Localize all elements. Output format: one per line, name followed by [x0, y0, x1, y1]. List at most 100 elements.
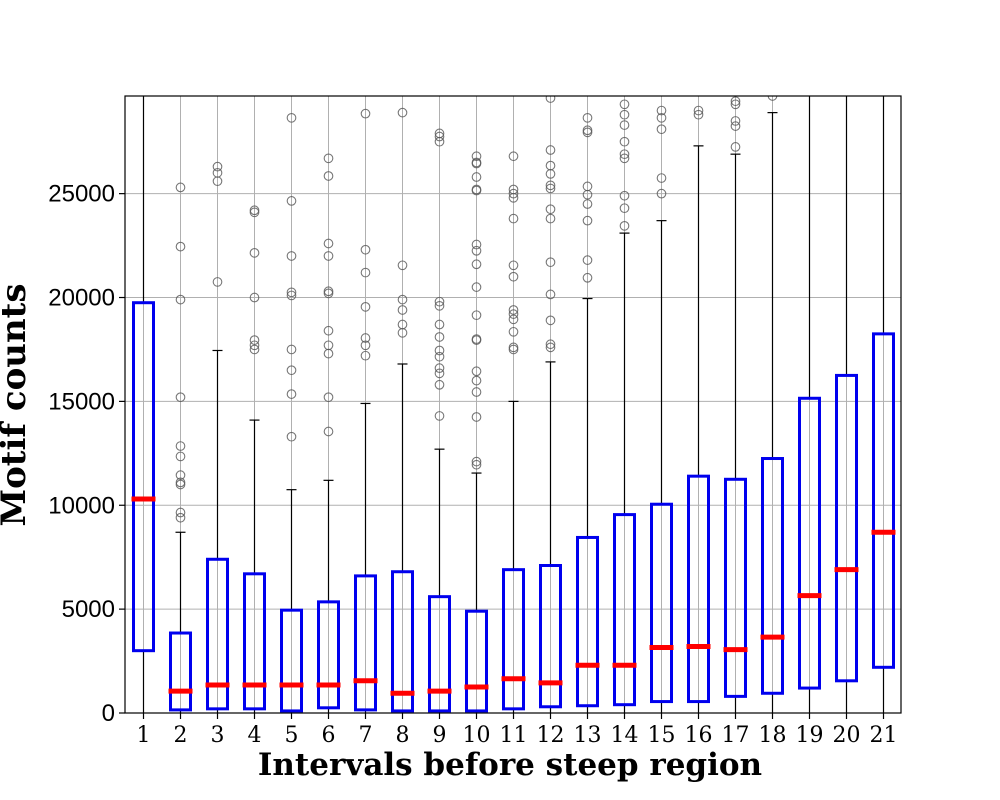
box-group [205, 161, 230, 713]
outlier-point [249, 205, 260, 216]
outlier-point [471, 310, 482, 321]
outlier-point [360, 267, 371, 278]
outlier-point [508, 326, 519, 337]
outlier-point [471, 151, 482, 162]
outlier-point [360, 350, 371, 361]
outlier-point [693, 109, 704, 120]
outlier-point [545, 96, 556, 103]
iqr-box [576, 535, 599, 708]
outlier-point [434, 363, 445, 373]
outlier-point [249, 247, 260, 258]
outlier-point [471, 184, 482, 195]
outlier-point [434, 345, 445, 356]
box-group [131, 96, 156, 713]
x-tick-label: 17 [722, 723, 750, 748]
iqr-box [502, 568, 525, 711]
outlier-point [360, 333, 371, 343]
x-tick-label: 11 [500, 723, 528, 748]
outlier-point [730, 96, 741, 107]
outlier-point [212, 168, 223, 178]
outlier-point [212, 277, 223, 287]
outlier-point [360, 302, 371, 312]
iqr-box [428, 595, 451, 713]
outlier-point [286, 251, 297, 261]
outlier-point [286, 389, 297, 399]
outlier-point [619, 153, 630, 164]
outlier-point [471, 259, 482, 270]
iqr-box [317, 600, 340, 710]
outlier-point [730, 99, 741, 110]
outlier-point [656, 173, 667, 183]
outlier-point [508, 184, 519, 195]
iqr-box [132, 301, 155, 653]
outlier-point [619, 149, 630, 160]
outlier-point [397, 305, 408, 315]
y-tick-label: 10000 [48, 492, 115, 519]
x-tick-label: 2 [174, 723, 188, 748]
outlier-point [545, 342, 556, 353]
outlier-point [323, 325, 334, 336]
outlier-point [360, 340, 371, 351]
outlier-point [434, 319, 445, 330]
x-tick-label: 16 [685, 723, 713, 748]
x-tick-label: 20 [833, 723, 861, 748]
y-tick-label: 15000 [48, 388, 115, 415]
box-plots [131, 96, 896, 713]
outlier-point [471, 334, 482, 344]
box-group [353, 108, 378, 713]
outlier-point [434, 332, 445, 342]
y-axis-label: Motif counts [0, 283, 34, 526]
outlier-point [323, 171, 334, 181]
outlier-point [656, 105, 667, 116]
x-tick-label: 5 [285, 723, 299, 748]
x-tick-label: 15 [648, 723, 676, 748]
iqr-box [872, 332, 895, 669]
outlier-point [619, 109, 630, 120]
outlier-point [286, 287, 297, 298]
box-group [686, 105, 711, 713]
outlier-point [175, 470, 186, 480]
outlier-point [693, 105, 704, 116]
outlier-point [508, 260, 519, 271]
outlier-point [397, 260, 408, 271]
x-tick-label: 13 [574, 723, 602, 748]
outlier-point [545, 183, 556, 194]
iqr-box [835, 373, 858, 683]
outlier-point [323, 340, 334, 351]
iqr-box [650, 502, 673, 704]
outlier-point [656, 112, 667, 123]
iqr-box [465, 609, 488, 713]
box-group [168, 182, 193, 713]
iqr-box [761, 457, 784, 695]
outlier-point [471, 172, 482, 182]
x-tick-label: 9 [433, 723, 447, 748]
outlier-point [545, 160, 556, 171]
y-tick-label: 5000 [62, 596, 115, 623]
outlier-point [249, 344, 260, 355]
box-group [279, 112, 304, 713]
outlier-point [545, 180, 556, 191]
outlier-point [323, 426, 334, 437]
outlier-point [471, 239, 482, 250]
outlier-point [434, 411, 445, 421]
outlier-point [619, 136, 630, 147]
outlier-point [175, 294, 186, 305]
outlier-point [508, 309, 519, 319]
outlier-point [656, 188, 667, 199]
box-group [760, 96, 785, 713]
outlier-point [545, 257, 556, 268]
x-tick-label: 14 [611, 723, 639, 748]
iqr-box [280, 608, 303, 713]
iqr-box [687, 474, 710, 704]
outlier-point [175, 241, 186, 252]
x-tick-label: 8 [396, 723, 410, 748]
outlier-point [730, 116, 741, 126]
outlier-point [323, 238, 334, 249]
outlier-point [249, 335, 260, 345]
x-tick-label: 12 [537, 723, 565, 748]
outlier-point [471, 387, 482, 397]
outlier-point [619, 99, 630, 110]
outlier-point [323, 286, 334, 297]
box-group [316, 153, 341, 713]
outlier-point [508, 305, 519, 315]
